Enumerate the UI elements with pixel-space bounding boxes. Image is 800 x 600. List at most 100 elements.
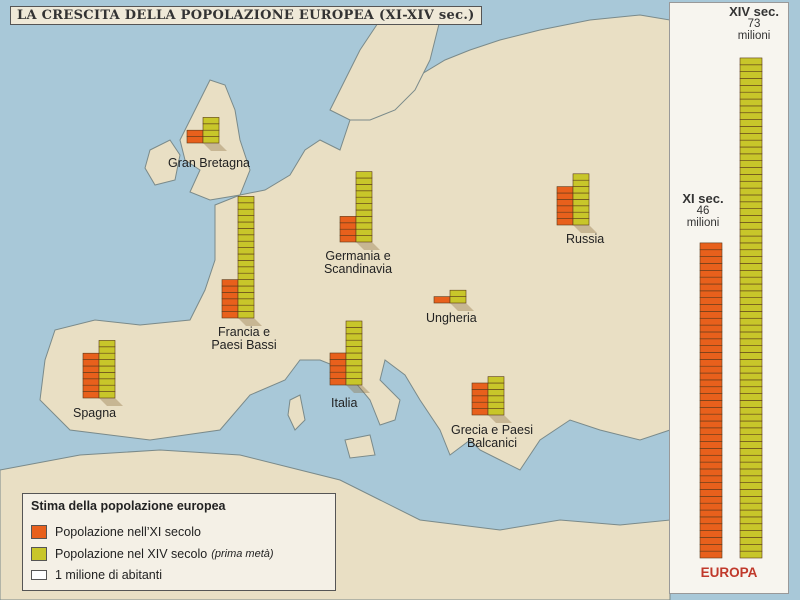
- legend-swatch-xiv: [31, 547, 47, 561]
- europa-bar-xiv-unit: [739, 324, 763, 333]
- europa-bar-xiv-unit: [739, 167, 763, 175]
- europa-bar-xiv-unit: [739, 475, 763, 483]
- bar-xiv-russia-unit: [572, 192, 590, 200]
- region-bars-italia: [329, 320, 370, 393]
- europa-bar-xi-unit: [699, 489, 723, 497]
- bar-xi-ungheria-unit: [433, 296, 451, 304]
- bar-xiv-russia-unit: [572, 173, 590, 181]
- europa-bar-xiv-unit: [739, 126, 763, 134]
- region-label-germania: Germania e Scandinavia: [323, 249, 393, 276]
- bar-xi-russia-unit: [556, 211, 574, 219]
- europa-bar-xi-unit: [699, 352, 723, 360]
- europa-bar-xi-unit: [699, 406, 723, 415]
- bar-xiv-spagna: [98, 340, 116, 399]
- bar-xiv-grecia-unit: [487, 376, 505, 384]
- bar-xi-francia-unit: [221, 279, 239, 287]
- bar-xiv-francia-unit: [237, 304, 255, 312]
- region-label-spagna: Spagna: [73, 406, 117, 420]
- europa-bar-xi-unit: [699, 283, 723, 292]
- bar-xi-francia-unit: [221, 311, 239, 319]
- bar-xiv-grecia: [487, 376, 505, 416]
- bar-xi-grecia-unit: [471, 382, 489, 390]
- legend-item-xi: Popolazione nell’XI secolo: [31, 524, 201, 540]
- bar-xiv-gran-bretagna-unit: [202, 117, 220, 125]
- bar-xi-italia-unit: [329, 371, 347, 379]
- region-bars-germania: [339, 171, 380, 250]
- europa-bars: [699, 57, 763, 559]
- bar-xiv-francia-unit: [237, 247, 255, 255]
- europa-bar-xi-unit: [699, 434, 723, 442]
- region-label-gran-bretagna: Gran Bretagna: [168, 156, 250, 170]
- bar-xiv-gran-bretagna-unit: [202, 129, 220, 137]
- bar-xi-grecia-unit: [471, 408, 489, 416]
- bar-xiv-russia-unit: [572, 205, 590, 213]
- bar-xi-francia-unit: [221, 285, 239, 293]
- europa-bar-xiv-unit: [739, 71, 763, 79]
- bar-xiv-spagna-unit: [98, 346, 116, 354]
- europa-bar-xiv-unit: [739, 482, 763, 490]
- europa-bar-xiv-unit: [739, 365, 763, 374]
- bar-xiv-francia-unit: [237, 260, 255, 268]
- europa-bar-xiv-unit: [739, 187, 763, 196]
- europa-bar-xiv-unit: [739, 427, 763, 436]
- region-label-italia: Italia: [331, 396, 358, 410]
- europa-xi-year: XI sec.: [682, 191, 724, 206]
- bar-xiv-spagna-unit: [98, 340, 116, 348]
- europa-bar-xiv-unit: [739, 468, 763, 477]
- europa-bar-xi-unit: [699, 550, 723, 559]
- europa-bar-xi-unit: [699, 420, 723, 429]
- bar-xi-spagna-unit: [82, 378, 100, 386]
- europa-bar-xiv-unit: [739, 516, 763, 525]
- europa-bar-xiv-unit: [739, 317, 763, 326]
- legend: Stima della popolazione europea Popolazi…: [22, 493, 336, 591]
- bar-xiv-germania-unit: [355, 184, 373, 192]
- bar-xiv-francia-unit: [237, 228, 255, 236]
- bar-xiv-germania-unit: [355, 222, 373, 230]
- europa-bar-xiv-unit: [739, 98, 763, 107]
- europa-bar-xiv-unit: [739, 112, 763, 120]
- bar-xi-russia-unit: [556, 205, 574, 213]
- europa-bar-xi-unit: [699, 543, 723, 552]
- population-bars: [82, 117, 597, 423]
- legend-note-xiv: (prima metà): [211, 548, 274, 560]
- europa-bar-xi-unit: [699, 372, 723, 381]
- europa-bar-xiv-unit: [739, 454, 763, 463]
- europa-bar-xi-unit: [699, 448, 723, 456]
- europa-bar-xiv-unit: [739, 222, 763, 230]
- europa-bar-xiv-unit: [739, 345, 763, 353]
- europa-bar-xiv-unit: [739, 523, 763, 531]
- bar-shadow: [346, 385, 370, 393]
- bar-xiv-ungheria-unit: [449, 289, 467, 297]
- europa-bar-xiv-unit: [739, 331, 763, 340]
- legend-label-xi: Popolazione nell’XI secolo: [55, 525, 201, 539]
- region-bars-francia: [221, 196, 262, 326]
- europa-bar-xiv-unit: [739, 91, 763, 100]
- bar-xiv-francia-unit: [237, 253, 255, 261]
- europa-bar-xiv-unit: [739, 242, 763, 251]
- europa-bar-xiv-unit: [739, 263, 763, 271]
- europa-bar-xi-unit: [699, 331, 723, 340]
- bar-xi-russia-unit: [556, 199, 574, 207]
- europa-bar-xi-unit: [699, 454, 723, 463]
- bar-xi-russia-unit: [556, 218, 574, 226]
- europa-bar-xiv-unit: [739, 174, 763, 182]
- bar-shadow: [573, 225, 597, 233]
- bar-xi-germania: [339, 216, 357, 243]
- europa-bar-xi-unit: [699, 537, 723, 545]
- bar-xiv-grecia-unit: [487, 395, 505, 403]
- bar-xiv-italia-unit: [345, 327, 363, 335]
- europa-bar-xi-unit: [699, 345, 723, 353]
- legend-item-unit: 1 milione di abitanti: [31, 567, 162, 583]
- europa-bar-xiv-unit: [739, 441, 763, 449]
- europa-bar-xiv-unit: [739, 139, 763, 148]
- europa-bar-xiv-unit: [739, 105, 763, 114]
- europa-bar-xi-unit: [699, 365, 723, 374]
- bar-xi-russia: [556, 186, 574, 226]
- bar-xiv-russia-unit: [572, 186, 590, 194]
- bar-xiv-germania-unit: [355, 216, 373, 224]
- europa-bar-xi-unit: [699, 317, 723, 326]
- bar-xiv-ungheria-unit: [449, 296, 467, 304]
- bar-shadow: [356, 242, 380, 250]
- europa-bar-xi-unit: [699, 482, 723, 490]
